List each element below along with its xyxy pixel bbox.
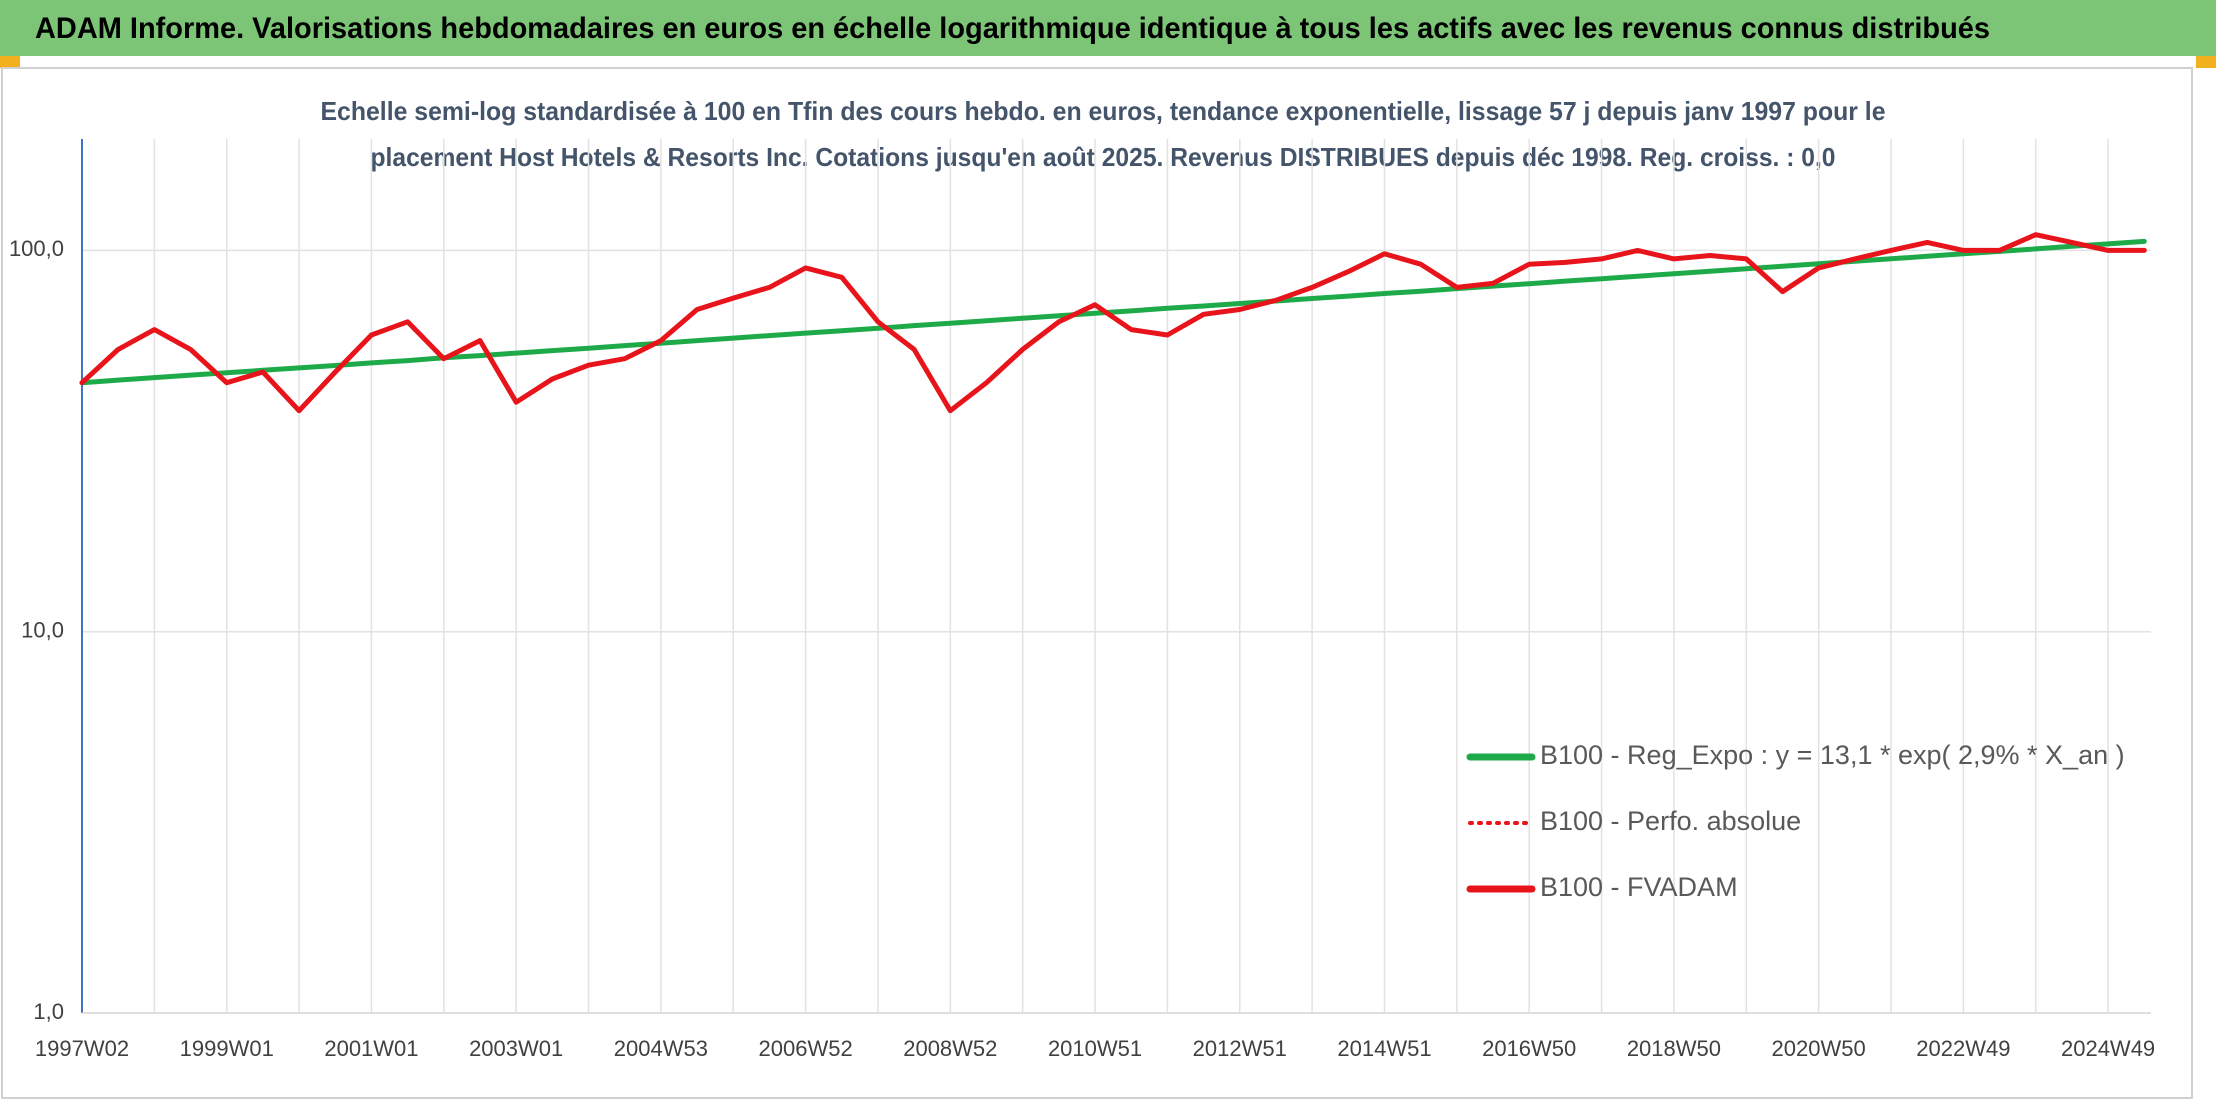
x-tick-label: 2010W51 — [1048, 1036, 1142, 1061]
y-tick-label: 10,0 — [21, 618, 64, 643]
x-tick-label: 1997W02 — [35, 1036, 129, 1061]
series-line — [79, 232, 2147, 414]
x-tick-label: 2006W52 — [759, 1036, 853, 1061]
series-line — [79, 238, 2147, 386]
x-tick-label: 2014W51 — [1337, 1036, 1431, 1061]
x-tick-label: 2020W50 — [1772, 1036, 1866, 1061]
chart-frame — [1, 67, 2193, 1099]
x-tick-label: 2018W50 — [1627, 1036, 1721, 1061]
x-tick-label: 2001W01 — [324, 1036, 418, 1061]
chart-subtitle: placement Host Hotels & Resorts Inc. Cot… — [371, 142, 1836, 172]
legend-label: B100 - FVADAM — [1540, 872, 1738, 902]
chart-title: ADAM Informe. Valorisations hebdomadaire… — [35, 12, 1990, 45]
title-bar — [0, 0, 2216, 56]
legend-label: B100 - Reg_Expo : y = 13,1 * exp( 2,9% *… — [1540, 740, 2125, 770]
x-tick-label: 2012W51 — [1193, 1036, 1287, 1061]
y-tick-label: 100,0 — [9, 236, 64, 261]
x-tick-label: 2008W52 — [903, 1036, 997, 1061]
corner-right — [2196, 56, 2216, 68]
corner-left — [0, 56, 20, 68]
x-tick-label: 2024W49 — [2061, 1036, 2155, 1061]
x-tick-label: 2022W49 — [1916, 1036, 2010, 1061]
x-tick-label: 2003W01 — [469, 1036, 563, 1061]
x-tick-label: 2016W50 — [1482, 1036, 1576, 1061]
x-tick-label: 2004W53 — [614, 1036, 708, 1061]
legend-label: B100 - Perfo. absolue — [1540, 806, 1801, 836]
x-tick-label: 1999W01 — [180, 1036, 274, 1061]
chart-subtitle: Echelle semi-log standardisée à 100 en T… — [321, 96, 1886, 126]
y-tick-label: 1,0 — [33, 999, 64, 1024]
